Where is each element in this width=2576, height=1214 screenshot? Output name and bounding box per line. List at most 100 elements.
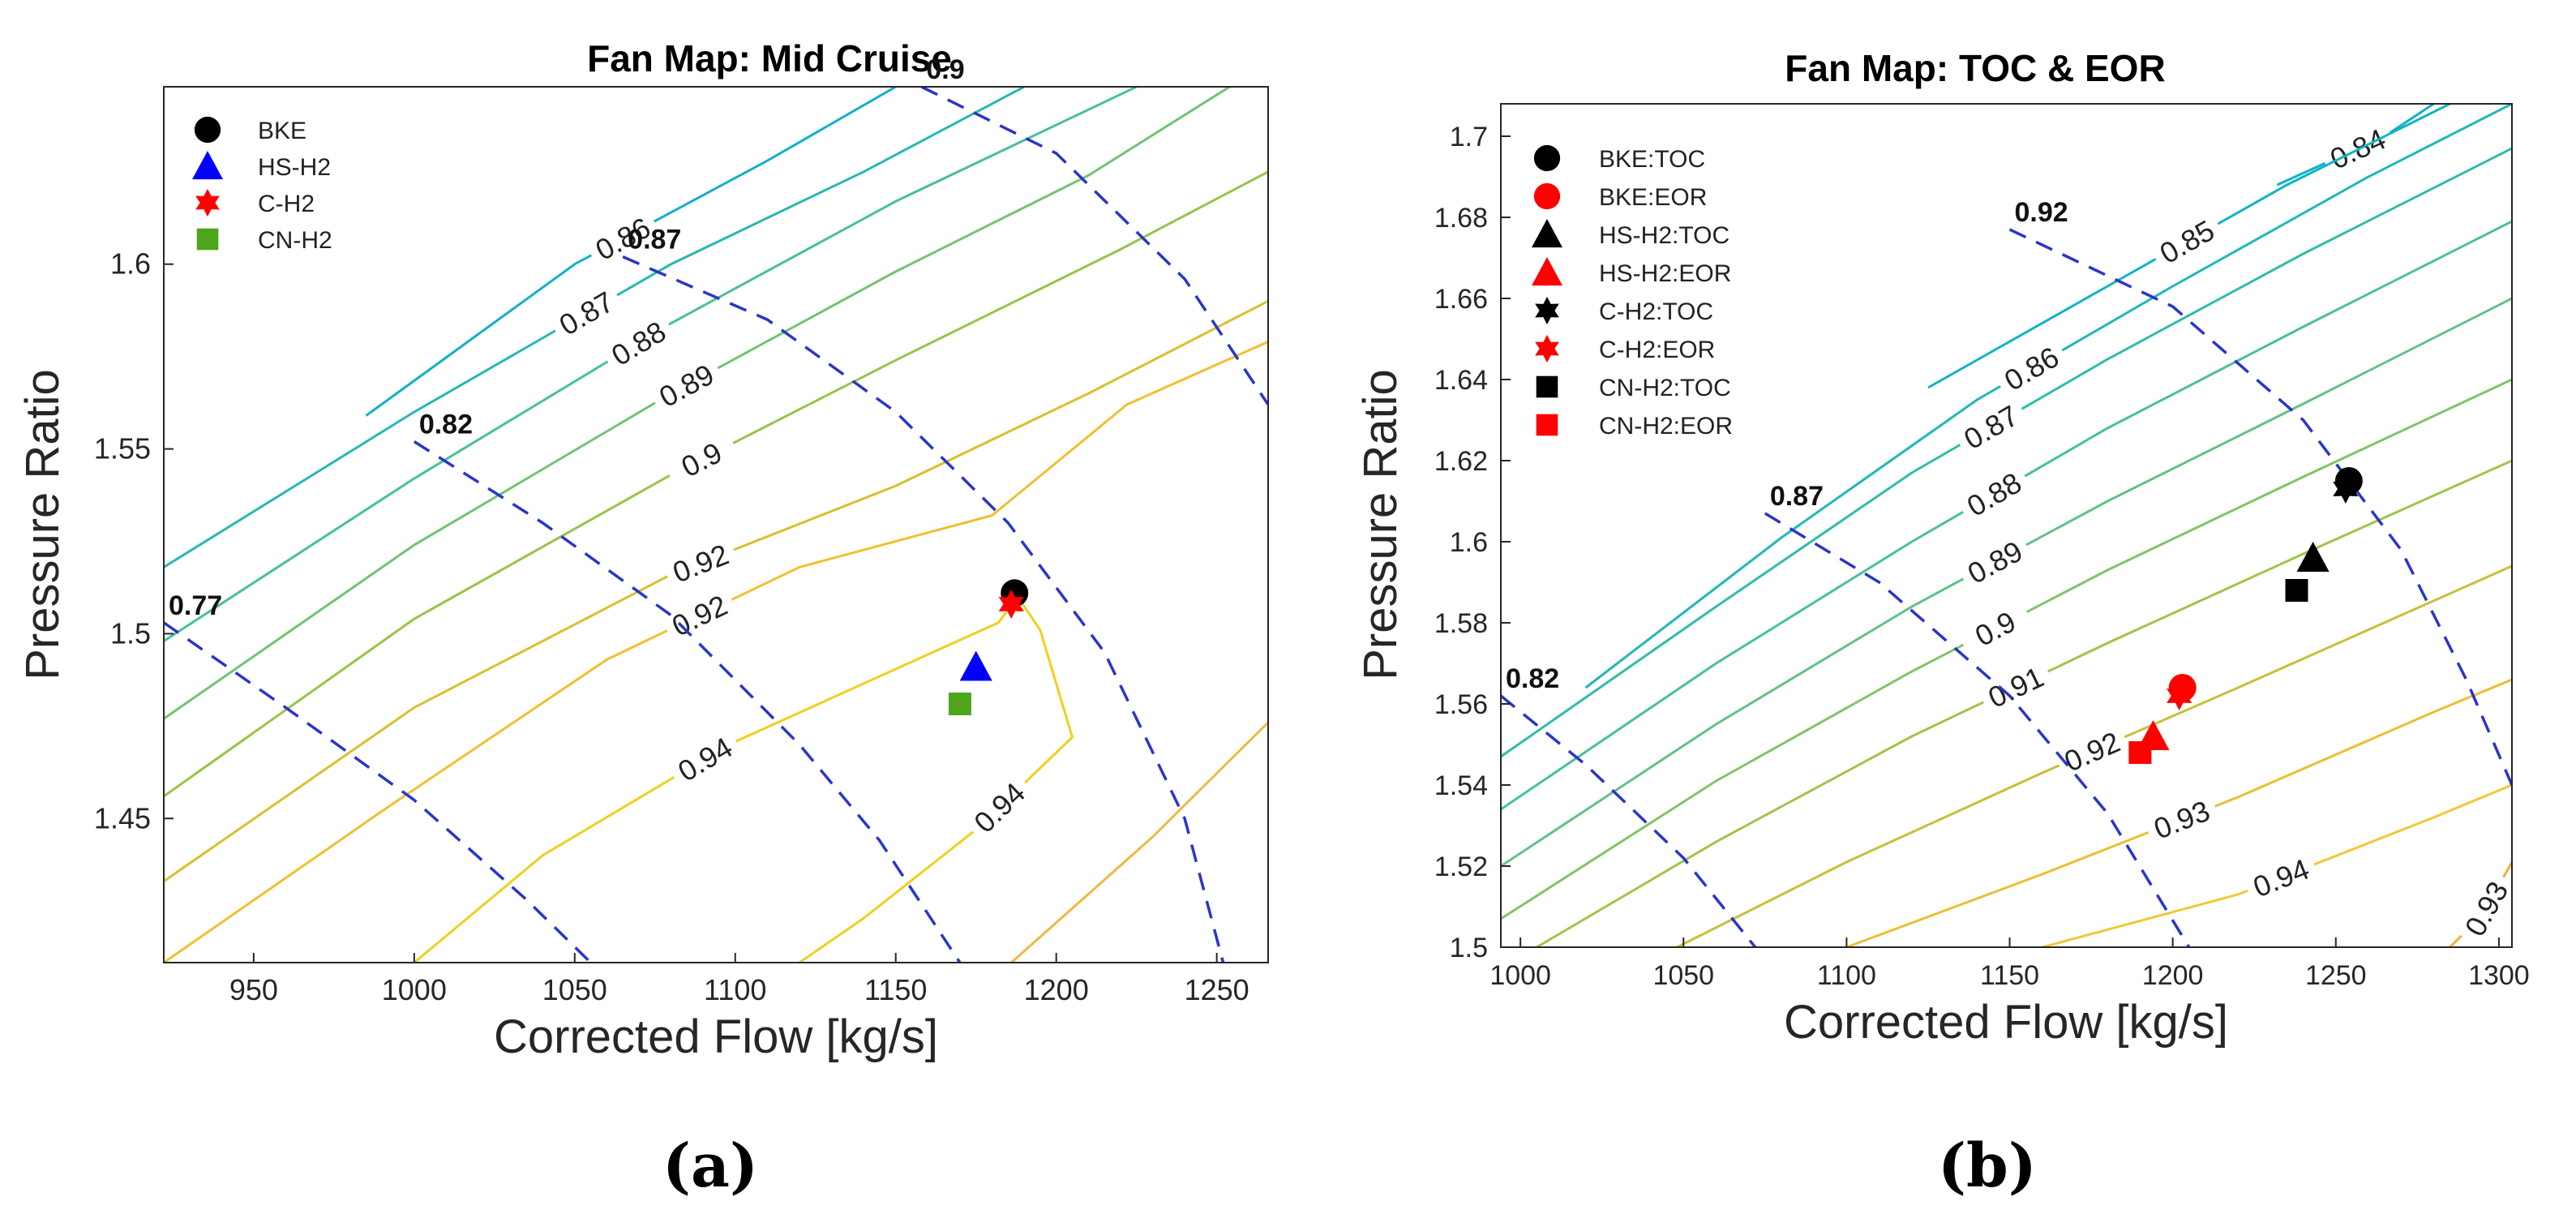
contour-label-background xyxy=(581,204,662,270)
efficiency-contour-line xyxy=(1010,721,1268,963)
contour-label-background xyxy=(598,307,678,375)
x-tick-label: 1000 xyxy=(1489,960,1551,991)
y-tick-label: 1.5 xyxy=(110,616,151,650)
legend-label: C-H2:EOR xyxy=(1599,337,1715,363)
legend-label: BKE xyxy=(258,118,306,144)
efficiency-contour-line xyxy=(164,341,1268,963)
legend-marker xyxy=(194,116,221,144)
legend-label: HS-H2:TOC xyxy=(1599,222,1729,249)
x-tick-label: 1200 xyxy=(1024,973,1089,1006)
y-tick-label: 1.6 xyxy=(110,247,151,281)
caption-a: (a) xyxy=(662,1131,758,1201)
efficiency-contour-line xyxy=(164,87,1138,642)
plot-area xyxy=(164,87,1268,963)
y-tick-label: 1.66 xyxy=(1434,284,1488,315)
y-axis-label: Pressure Ratio xyxy=(1354,369,1407,680)
y-tick-label: 1.7 xyxy=(1450,122,1488,152)
contour-label-background xyxy=(2451,868,2512,947)
speed-line xyxy=(413,440,962,963)
legend-marker xyxy=(1533,182,1561,210)
y-tick-label: 1.64 xyxy=(1434,365,1488,396)
contour-label-background xyxy=(1950,392,2030,459)
chart-title: Fan Map: Mid Cruise xyxy=(587,37,952,79)
contour-label-background xyxy=(2317,116,2398,178)
x-tick-label: 1200 xyxy=(2142,960,2204,991)
chart-mid-cruise: Fan Map: Mid Cruise 0.860.870.880.890.90… xyxy=(16,37,1269,1063)
contour-label-background xyxy=(664,723,744,791)
legend-marker xyxy=(1532,257,1562,286)
data-point-hs-h2 xyxy=(959,650,992,681)
legend-label: CN-H2:TOC xyxy=(1599,375,1731,401)
efficiency-contour-line xyxy=(164,170,1268,798)
contour-label-background xyxy=(1974,654,2055,717)
chart-title: Fan Map: TOC & EOR xyxy=(1785,47,2165,89)
x-tick-label: 1050 xyxy=(1652,960,1714,991)
contour-label-background xyxy=(2240,846,2321,906)
chart-toc-eor: Fan Map: TOC & EOR 0.840.850.860.870.880… xyxy=(1354,47,2530,1049)
x-axis-label: Corrected Flow [kg/s] xyxy=(1784,996,2228,1049)
curves-layer: 0.840.850.860.870.880.890.90.910.920.930… xyxy=(1501,104,2512,947)
speed-line-label: 0.92 xyxy=(2015,197,2068,228)
speed-line-label: 0.87 xyxy=(1770,481,1824,512)
y-tick-label: 1.68 xyxy=(1434,203,1488,234)
efficiency-contour-line xyxy=(2042,783,2512,947)
y-tick-label: 1.54 xyxy=(1434,770,1488,801)
plot-frame xyxy=(1500,103,2513,948)
speed-line xyxy=(164,621,592,963)
contour-label-background xyxy=(2141,787,2221,848)
contour-label-background xyxy=(2051,719,2132,781)
x-tick-label: 1150 xyxy=(864,973,927,1006)
y-tick-label: 1.45 xyxy=(94,801,151,834)
data-point-hs-h2-toc xyxy=(2296,542,2330,572)
legend-marker xyxy=(195,188,220,217)
contour-label-background xyxy=(660,425,741,491)
legend-marker xyxy=(1532,219,1562,248)
markers-layer xyxy=(2128,467,2363,764)
x-tick-label: 950 xyxy=(229,973,278,1006)
y-tick-label: 1.55 xyxy=(94,432,151,465)
efficiency-contour-line xyxy=(1584,104,2512,689)
legend: BKE:TOC BKE:EOR HS-H2:TOC HS-H2:EOR C-H2:TOC… xyxy=(1532,144,1733,440)
speed-line xyxy=(1501,694,1757,947)
legend-marker xyxy=(1536,414,1558,436)
y-axis-label: Pressure Ratio xyxy=(16,369,69,680)
legend: BKE HS-H2 C-H2 CN-H2 xyxy=(192,116,332,254)
x-axis-label: Corrected Flow [kg/s] xyxy=(494,1010,938,1063)
contour-label-background xyxy=(645,350,726,417)
y-tick-label: 1.52 xyxy=(1434,852,1488,882)
y-tick-label: 1.62 xyxy=(1434,446,1488,477)
data-point-c-h2-toc xyxy=(2333,474,2359,504)
x-tick-label: 1300 xyxy=(2468,960,2530,991)
data-point-cn-h2-toc xyxy=(2285,579,2308,602)
efficiency-contour-line xyxy=(164,299,1268,882)
x-tick-label: 1150 xyxy=(1980,960,2039,991)
contour-label-background xyxy=(1954,594,2034,659)
data-point-c-h2 xyxy=(998,589,1024,619)
data-point-c-h2-eor xyxy=(2167,681,2192,710)
legend-marker xyxy=(1535,334,1559,363)
axis-ticks: 1000 1050 1100 1150 1200 1250 1300 1.5 1.52 1.54 1… xyxy=(1434,122,2530,991)
x-tick-label: 1100 xyxy=(704,973,766,1006)
contour-label-background xyxy=(959,768,1036,844)
legend-marker xyxy=(1536,375,1558,398)
legend-label: CN-H2 xyxy=(258,227,332,254)
efficiency-contour-line xyxy=(164,87,1025,568)
x-tick-label: 1100 xyxy=(1817,960,1876,991)
axis-ticks: 950 1000 1050 1100 1150 1200 1250 1.45 1.5 1.55 1.… xyxy=(94,247,1249,1006)
efficiency-contour-line xyxy=(1676,564,2512,947)
speed-line-label: 0.9 xyxy=(926,54,964,85)
speed-line-label: 0.77 xyxy=(169,590,222,621)
x-tick-label: 1050 xyxy=(542,973,607,1006)
speed-line xyxy=(622,255,1225,963)
legend-marker xyxy=(196,228,219,251)
legend-label: BKE:TOC xyxy=(1599,146,1705,173)
efficiency-contour-line xyxy=(365,87,897,417)
legend-label: HS-H2 xyxy=(258,154,331,181)
x-tick-label: 1250 xyxy=(2305,960,2367,991)
contour-label-background xyxy=(545,278,626,345)
legend-marker xyxy=(1535,296,1559,325)
x-tick-label: 1250 xyxy=(1185,973,1249,1006)
plot-area xyxy=(1501,104,2512,947)
markers-layer xyxy=(948,579,1029,716)
caption-b: (b) xyxy=(1938,1131,2037,1201)
